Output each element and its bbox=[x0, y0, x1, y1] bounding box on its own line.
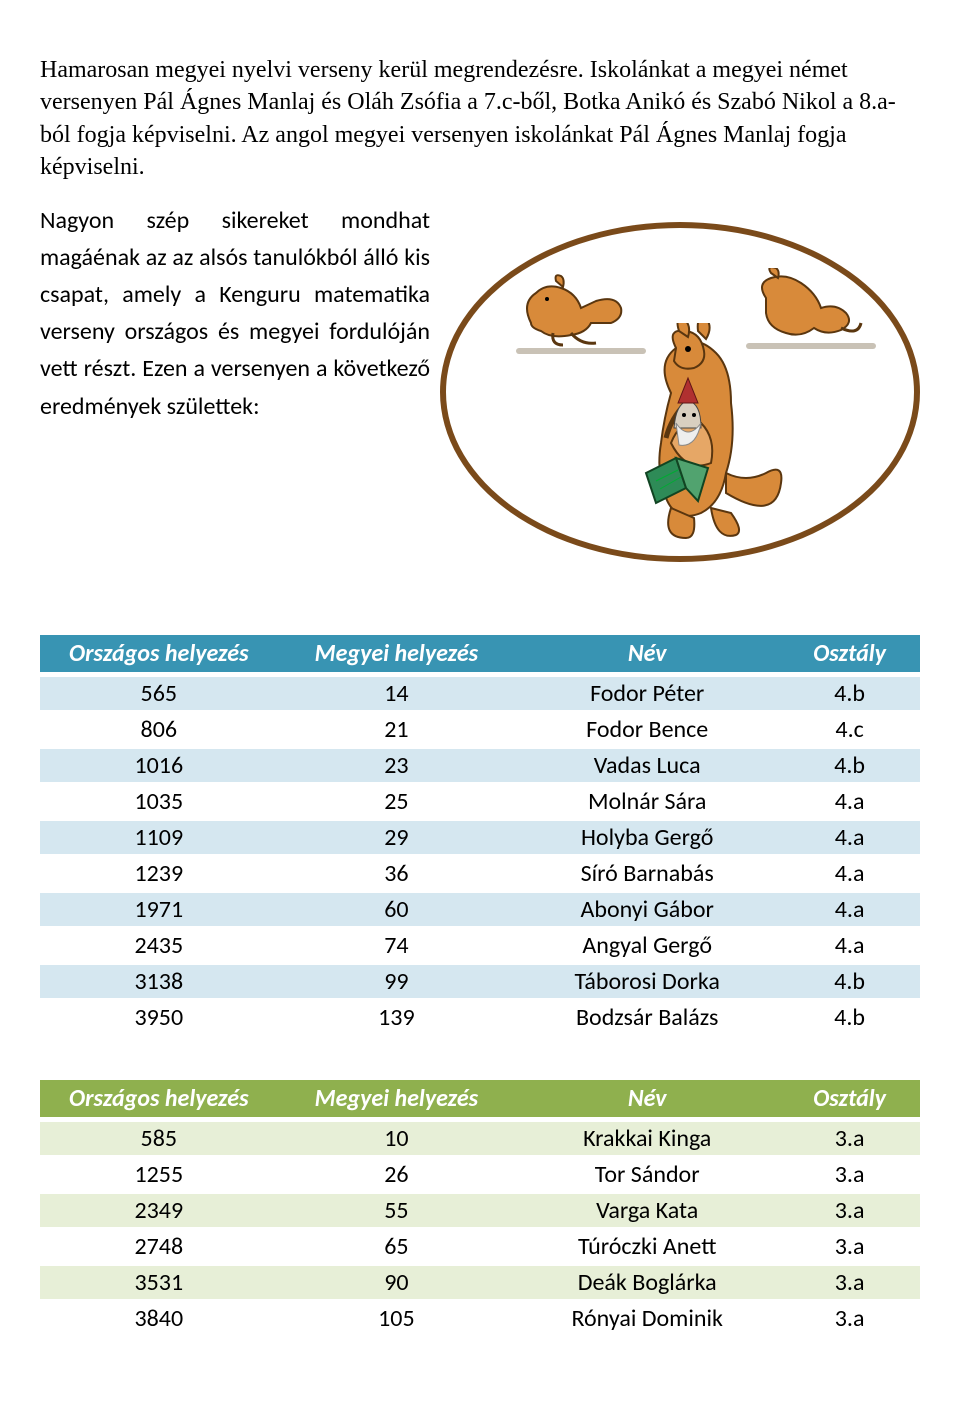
table-cell: Fodor Bence bbox=[515, 713, 779, 746]
table-row: 80621Fodor Bence4.c bbox=[40, 713, 920, 746]
table-cell: 4.a bbox=[779, 857, 920, 890]
table-cell: 3138 bbox=[40, 965, 278, 998]
table-cell: 55 bbox=[278, 1194, 516, 1227]
table-cell: 806 bbox=[40, 713, 278, 746]
column-header: Név bbox=[515, 1080, 779, 1119]
table-cell: Bodzsár Balázs bbox=[515, 1001, 779, 1034]
column-header: Osztály bbox=[779, 1080, 920, 1119]
table-cell: Rónyai Dominik bbox=[515, 1302, 779, 1335]
table-cell: 36 bbox=[278, 857, 516, 890]
table-row: 3840105Rónyai Dominik3.a bbox=[40, 1302, 920, 1335]
table-row: 353190Deák Boglárka3.a bbox=[40, 1266, 920, 1299]
table-cell: 4.a bbox=[779, 893, 920, 926]
column-header: Országos helyezés bbox=[40, 1080, 278, 1119]
table-cell: 2349 bbox=[40, 1194, 278, 1227]
table-cell: 4.b bbox=[779, 965, 920, 998]
table-cell: Varga Kata bbox=[515, 1194, 779, 1227]
table-cell: 26 bbox=[278, 1158, 516, 1191]
table-cell: 99 bbox=[278, 965, 516, 998]
table-cell: 3840 bbox=[40, 1302, 278, 1335]
table-cell: 4.b bbox=[779, 1001, 920, 1034]
table-cell: 1239 bbox=[40, 857, 278, 890]
table-cell: Holyba Gergő bbox=[515, 821, 779, 854]
column-header: Név bbox=[515, 635, 779, 674]
table-cell: 2748 bbox=[40, 1230, 278, 1263]
table-cell: 29 bbox=[278, 821, 516, 854]
table-cell: 4.a bbox=[779, 929, 920, 962]
table-row: 110929Holyba Gergő4.a bbox=[40, 821, 920, 854]
table-cell: 21 bbox=[278, 713, 516, 746]
table-row: 58510Krakkai Kinga3.a bbox=[40, 1122, 920, 1155]
table-cell: 139 bbox=[278, 1001, 516, 1034]
table-cell: 105 bbox=[278, 1302, 516, 1335]
tables-container: Országos helyezésMegyei helyezésNévOsztá… bbox=[40, 632, 920, 1338]
table-cell: 3.a bbox=[779, 1266, 920, 1299]
table-cell: 3531 bbox=[40, 1266, 278, 1299]
table-cell: 14 bbox=[278, 677, 516, 710]
table-cell: Angyal Gergő bbox=[515, 929, 779, 962]
table-cell: 23 bbox=[278, 749, 516, 782]
table-cell: 3.a bbox=[779, 1302, 920, 1335]
table-cell: 3.a bbox=[779, 1158, 920, 1191]
table-row: 243574Angyal Gergő4.a bbox=[40, 929, 920, 962]
table-cell: Deák Boglárka bbox=[515, 1266, 779, 1299]
column-header: Országos helyezés bbox=[40, 635, 278, 674]
kangaroo-small-left-icon bbox=[521, 273, 631, 348]
table-cell: Fodor Péter bbox=[515, 677, 779, 710]
table-cell: 90 bbox=[278, 1266, 516, 1299]
table-cell: Vadas Luca bbox=[515, 749, 779, 782]
table-cell: 4.b bbox=[779, 749, 920, 782]
table-cell: 1255 bbox=[40, 1158, 278, 1191]
table-cell: 585 bbox=[40, 1122, 278, 1155]
table-row: 234955Varga Kata3.a bbox=[40, 1194, 920, 1227]
table-cell: 4.a bbox=[779, 785, 920, 818]
table-cell: 3950 bbox=[40, 1001, 278, 1034]
table-cell: 10 bbox=[278, 1122, 516, 1155]
table-cell: 74 bbox=[278, 929, 516, 962]
column-header: Megyei helyezés bbox=[278, 635, 516, 674]
table-row: 56514Fodor Péter4.b bbox=[40, 677, 920, 710]
table-row: 101623Vadas Luca4.b bbox=[40, 749, 920, 782]
table-cell: Síró Barnabás bbox=[515, 857, 779, 890]
table-cell: 3.a bbox=[779, 1230, 920, 1263]
table-cell: Túróczki Anett bbox=[515, 1230, 779, 1263]
table-cell: Krakkai Kinga bbox=[515, 1122, 779, 1155]
table-cell: 4.b bbox=[779, 677, 920, 710]
table-cell: Molnár Sára bbox=[515, 785, 779, 818]
table-cell: 2435 bbox=[40, 929, 278, 962]
table-cell: 4.a bbox=[779, 821, 920, 854]
results-table-blue: Országos helyezésMegyei helyezésNévOsztá… bbox=[40, 632, 920, 1037]
intro-paragraph: Hamarosan megyei nyelvi verseny kerül me… bbox=[40, 54, 920, 184]
wrap-paragraph-text: Nagyon szép sikereket mondhat magáénak a… bbox=[40, 206, 430, 421]
table-row: 313899Táborosi Dorka4.b bbox=[40, 965, 920, 998]
table-cell: Tor Sándor bbox=[515, 1158, 779, 1191]
table-cell: Táborosi Dorka bbox=[515, 965, 779, 998]
kangaroo-illustration bbox=[440, 222, 920, 562]
table-row: 3950139Bodzsár Balázs4.b bbox=[40, 1001, 920, 1034]
column-header: Megyei helyezés bbox=[278, 1080, 516, 1119]
table-cell: 4.c bbox=[779, 713, 920, 746]
table-row: 274865Túróczki Anett3.a bbox=[40, 1230, 920, 1263]
table-cell: 1016 bbox=[40, 749, 278, 782]
table-cell: 1971 bbox=[40, 893, 278, 926]
table-cell: 3.a bbox=[779, 1194, 920, 1227]
table-row: 123936Síró Barnabás4.a bbox=[40, 857, 920, 890]
table-cell: Abonyi Gábor bbox=[515, 893, 779, 926]
table-row: 125526Tor Sándor3.a bbox=[40, 1158, 920, 1191]
table-cell: 25 bbox=[278, 785, 516, 818]
table-cell: 565 bbox=[40, 677, 278, 710]
kangaroo-big-center-icon bbox=[616, 323, 786, 553]
table-cell: 1035 bbox=[40, 785, 278, 818]
table-row: 197160Abonyi Gábor4.a bbox=[40, 893, 920, 926]
table-cell: 60 bbox=[278, 893, 516, 926]
table-row: 103525Molnár Sára4.a bbox=[40, 785, 920, 818]
wrap-paragraph-block: Nagyon szép sikereket mondhat magáénak a… bbox=[40, 202, 920, 572]
column-header: Osztály bbox=[779, 635, 920, 674]
table-cell: 3.a bbox=[779, 1122, 920, 1155]
results-table-green: Országos helyezésMegyei helyezésNévOsztá… bbox=[40, 1077, 920, 1338]
table-cell: 1109 bbox=[40, 821, 278, 854]
table-cell: 65 bbox=[278, 1230, 516, 1263]
